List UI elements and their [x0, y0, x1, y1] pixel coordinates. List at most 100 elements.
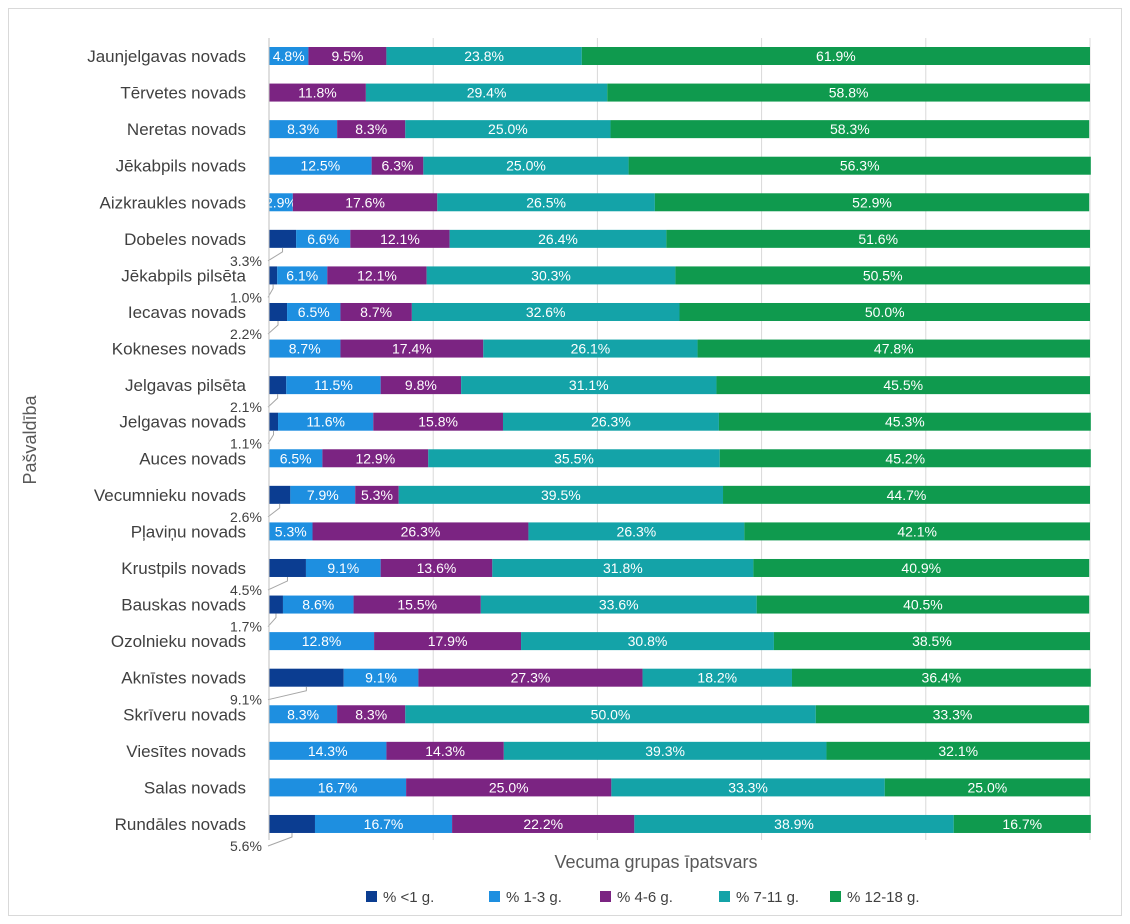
bar-segment	[269, 229, 297, 248]
bar-segment	[716, 376, 1090, 395]
bar-segment	[287, 302, 341, 321]
data-label: 13.6%	[417, 560, 457, 576]
bar-segment	[756, 595, 1090, 614]
data-label: 8.7%	[360, 304, 392, 320]
leader-line	[267, 832, 293, 847]
bar-segment	[371, 156, 424, 175]
bar-segment	[269, 778, 407, 797]
data-label: 1.0%	[230, 289, 262, 305]
data-label: 9.1%	[327, 560, 359, 576]
legend-swatch	[600, 891, 611, 902]
data-label: 4.5%	[230, 582, 262, 598]
data-label: 17.9%	[428, 633, 468, 649]
bar-segment	[269, 47, 309, 65]
data-label: 11.8%	[298, 85, 337, 101]
bar-segment	[953, 814, 1091, 833]
bar-segment	[428, 449, 720, 468]
bar-segment	[654, 193, 1090, 212]
data-label: 1.1%	[230, 436, 262, 452]
legend-swatch	[830, 891, 841, 902]
bar-segment	[666, 229, 1090, 248]
bar-segment	[634, 814, 954, 833]
bar-segment	[269, 266, 278, 285]
bar-segment	[611, 778, 885, 797]
bar-segment	[269, 741, 387, 760]
data-label: 15.8%	[418, 414, 458, 430]
data-label: 26.4%	[538, 231, 578, 247]
category-label: Aizkraukles novads	[100, 193, 246, 212]
data-label: 3.3%	[230, 253, 262, 269]
category-label: Neretas novads	[127, 120, 246, 139]
data-label: 52.9%	[852, 194, 892, 210]
data-label: 50.5%	[863, 267, 903, 283]
x-axis-title: Vecuma grupas īpatsvars	[554, 852, 757, 872]
data-label: 58.8%	[829, 85, 869, 101]
leader-line	[267, 503, 281, 518]
legend-label: % 12-18 g.	[847, 889, 920, 906]
data-label: 2.9%	[265, 194, 297, 210]
category-label: Jaunjelgavas novads	[87, 47, 246, 66]
data-label: 12.1%	[357, 267, 397, 283]
data-label: 8.3%	[287, 706, 319, 722]
category-label: Jelgavas novads	[119, 413, 246, 432]
bar-segment	[269, 485, 291, 504]
data-label: 2.6%	[230, 509, 262, 525]
data-label: 38.9%	[774, 816, 814, 832]
bar-segment	[426, 266, 676, 285]
bar-segment	[719, 449, 1091, 468]
bar-segment	[290, 485, 356, 504]
leader-line	[267, 284, 274, 298]
bar-segment	[791, 668, 1091, 687]
bar-segment	[492, 558, 754, 577]
leader-line	[267, 247, 284, 262]
bar-segment	[610, 120, 1090, 139]
data-label: 16.7%	[318, 779, 358, 795]
data-label: 26.3%	[617, 523, 657, 539]
data-label: 6.3%	[382, 158, 414, 174]
bar-segment	[269, 595, 283, 614]
legend-label: % 7-11 g.	[736, 889, 799, 906]
bar-segment	[502, 412, 719, 431]
legend-swatch	[489, 891, 500, 902]
data-label: 38.5%	[912, 633, 952, 649]
data-label: 8.6%	[302, 597, 334, 613]
category-label: Vecumnieku novads	[94, 486, 246, 505]
data-label: 4.8%	[273, 48, 305, 64]
bar-segment	[269, 668, 344, 687]
bar-segment	[337, 120, 406, 139]
data-label: 6.5%	[298, 304, 330, 320]
data-label: 5.6%	[230, 838, 262, 854]
data-label: 15.5%	[397, 597, 437, 613]
bar-segment	[269, 558, 306, 577]
data-label: 40.5%	[903, 597, 943, 613]
bar-segment	[503, 741, 827, 760]
category-label: Rundāles novads	[115, 815, 246, 834]
bar-segment	[269, 83, 366, 102]
leader-line	[267, 576, 288, 591]
data-label: 8.3%	[287, 121, 319, 137]
data-label: 26.5%	[526, 194, 566, 210]
data-label: 2.1%	[230, 399, 262, 415]
bar-segment	[452, 814, 635, 833]
data-label: 16.7%	[364, 816, 404, 832]
category-label: Viesītes novads	[126, 742, 246, 761]
bar-segment	[607, 83, 1090, 102]
bar-segment	[269, 193, 293, 212]
bar-segment	[365, 83, 608, 102]
data-label: 14.3%	[308, 743, 348, 759]
bar-segment	[380, 558, 493, 577]
bar-segment	[312, 522, 529, 541]
bar-segment	[753, 558, 1090, 577]
data-label: 25.0%	[506, 158, 546, 174]
bar-segment	[314, 814, 453, 833]
data-label: 29.4%	[467, 85, 507, 101]
bar-segment	[269, 705, 338, 724]
bar-segment	[373, 412, 503, 431]
data-label: 25.0%	[488, 121, 528, 137]
bar-segment	[343, 668, 419, 687]
category-label: Aknīstes novads	[121, 669, 246, 688]
bar-segment	[340, 339, 484, 358]
bar-segment	[269, 814, 315, 833]
data-label: 51.6%	[858, 231, 898, 247]
bar-segment	[278, 412, 374, 431]
